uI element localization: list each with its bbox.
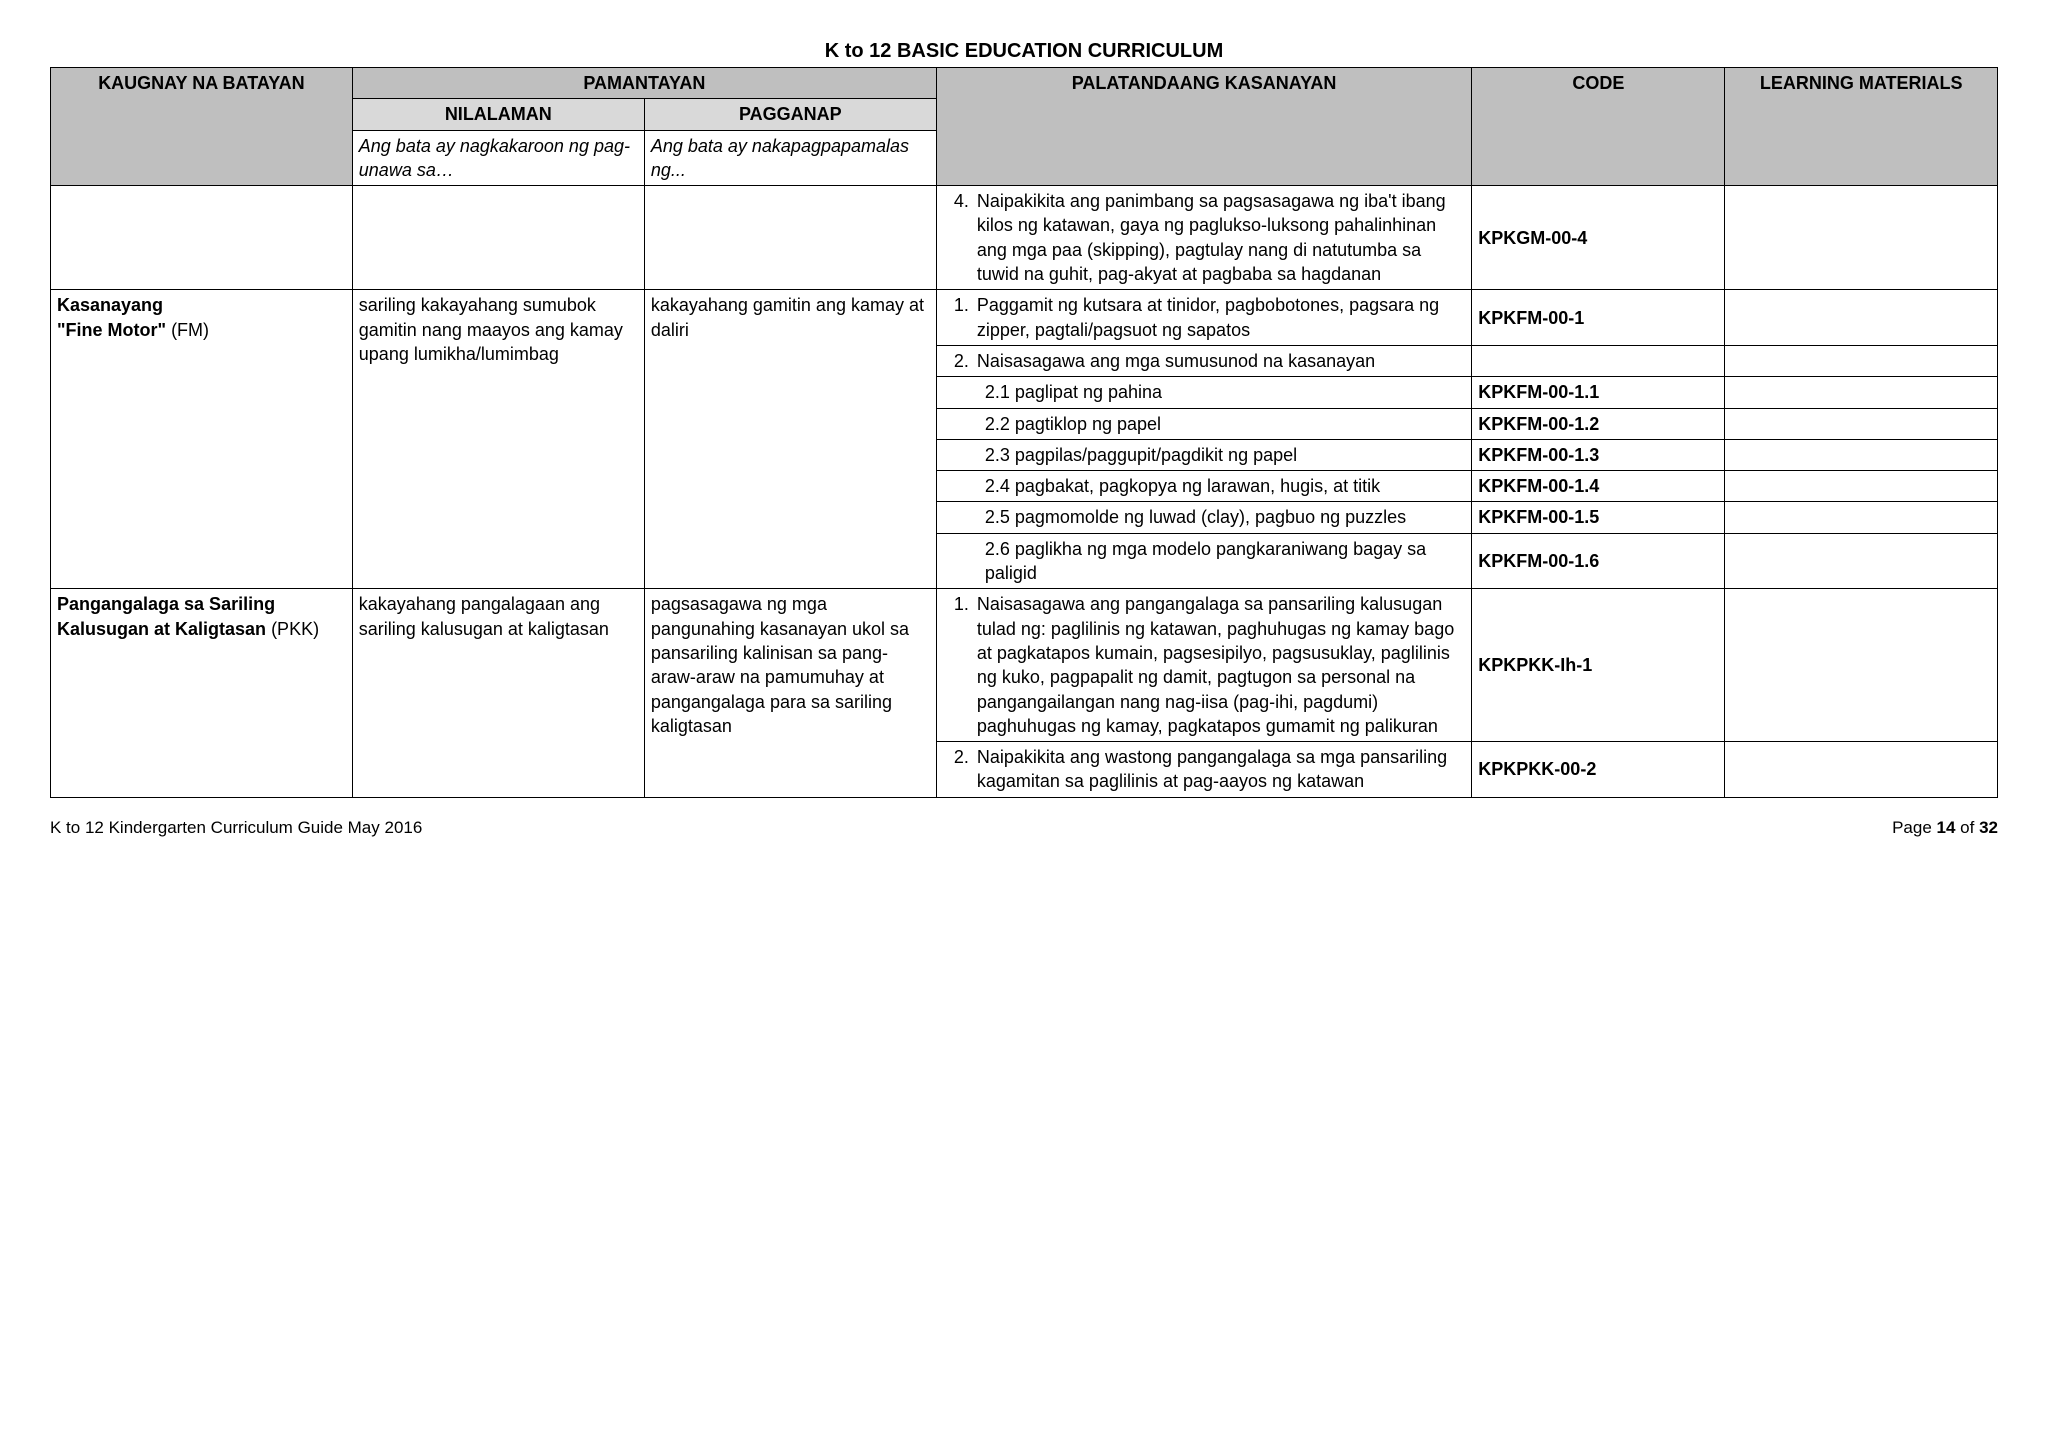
- header-nilalaman: NILALAMAN: [352, 99, 644, 130]
- nilalaman-cell: kakayahang pangalagaan ang sariling kalu…: [352, 589, 644, 797]
- header-palat: PALATANDAANG KASANAYAN: [936, 68, 1471, 186]
- empty-cell: [51, 186, 353, 290]
- footer-left: K to 12 Kindergarten Curriculum Guide Ma…: [50, 818, 422, 838]
- palat-cell: 2.6 paglikha ng mga modelo pangkaraniwan…: [936, 533, 1471, 589]
- lm-cell: [1725, 471, 1998, 502]
- kaugnay-cell: Kasanayang"Fine Motor" (FM): [51, 290, 353, 589]
- header-kaugnay: KAUGNAY NA BATAYAN: [51, 68, 353, 186]
- code-cell: KPKFM-00-1.4: [1472, 471, 1725, 502]
- palat-cell: 2.Naisasagawa ang mga sumusunod na kasan…: [936, 345, 1471, 376]
- lm-cell: [1725, 589, 1998, 742]
- palat-cell: 1.Naisasagawa ang pangangalaga sa pansar…: [936, 589, 1471, 742]
- palat-cell: 2.4 pagbakat, pagkopya ng larawan, hugis…: [936, 471, 1471, 502]
- code-cell: KPKFM-00-1.3: [1472, 439, 1725, 470]
- code-cell: KPKFM-00-1.5: [1472, 502, 1725, 533]
- code-cell: KPKFM-00-1.2: [1472, 408, 1725, 439]
- lm-cell: [1725, 439, 1998, 470]
- header-code: CODE: [1472, 68, 1725, 186]
- code-cell: KPKPKK-00-2: [1472, 742, 1725, 798]
- subheader-pagganap: Ang bata ay nakapagpapamalas ng...: [644, 130, 936, 186]
- empty-cell: [352, 186, 644, 290]
- kaugnay-cell: Pangangalaga sa Sariling Kalusugan at Ka…: [51, 589, 353, 797]
- code-cell: KPKPKK-Ih-1: [1472, 589, 1725, 742]
- header-lm: LEARNING MATERIALS: [1725, 68, 1998, 186]
- lm-cell: [1725, 742, 1998, 798]
- header-pagganap: PAGGANAP: [644, 99, 936, 130]
- lm-cell: [1725, 533, 1998, 589]
- palat-cell: 2.5 pagmomolde ng luwad (clay), pagbuo n…: [936, 502, 1471, 533]
- footer: K to 12 Kindergarten Curriculum Guide Ma…: [50, 818, 1998, 838]
- lm-cell: [1725, 377, 1998, 408]
- code-cell: KPKGM-00-4: [1472, 186, 1725, 290]
- footer-right: Page 14 of 32: [1892, 818, 1998, 838]
- palat-cell: 2.1 paglipat ng pahina: [936, 377, 1471, 408]
- pagganap-cell: kakayahang gamitin ang kamay at daliri: [644, 290, 936, 589]
- code-cell: KPKFM-00-1.1: [1472, 377, 1725, 408]
- code-cell: KPKFM-00-1: [1472, 290, 1725, 346]
- lm-cell: [1725, 408, 1998, 439]
- lm-cell: [1725, 502, 1998, 533]
- header-pamantayan: PAMANTAYAN: [352, 68, 936, 99]
- curriculum-table: KAUGNAY NA BATAYAN PAMANTAYAN PALATANDAA…: [50, 67, 1998, 798]
- lm-cell: [1725, 345, 1998, 376]
- palat-cell: 2.2 pagtiklop ng papel: [936, 408, 1471, 439]
- code-cell: [1472, 345, 1725, 376]
- palat-cell: 1.Paggamit ng kutsara at tinidor, pagbob…: [936, 290, 1471, 346]
- nilalaman-cell: sariling kakayahang sumubok gamitin nang…: [352, 290, 644, 589]
- page-title: K to 12 BASIC EDUCATION CURRICULUM: [50, 40, 1998, 63]
- pagganap-cell: pagsasagawa ng mga pangunahing kasanayan…: [644, 589, 936, 797]
- palat-cell: 4.Naipakikita ang panimbang sa pagsasaga…: [936, 186, 1471, 290]
- palat-cell: 2.3 pagpilas/paggupit/pagdikit ng papel: [936, 439, 1471, 470]
- lm-cell: [1725, 290, 1998, 346]
- palat-cell: 2.Naipakikita ang wastong pangangalaga s…: [936, 742, 1471, 798]
- lm-cell: [1725, 186, 1998, 290]
- subheader-nilalaman: Ang bata ay nagkakaroon ng pag-unawa sa…: [352, 130, 644, 186]
- empty-cell: [644, 186, 936, 290]
- code-cell: KPKFM-00-1.6: [1472, 533, 1725, 589]
